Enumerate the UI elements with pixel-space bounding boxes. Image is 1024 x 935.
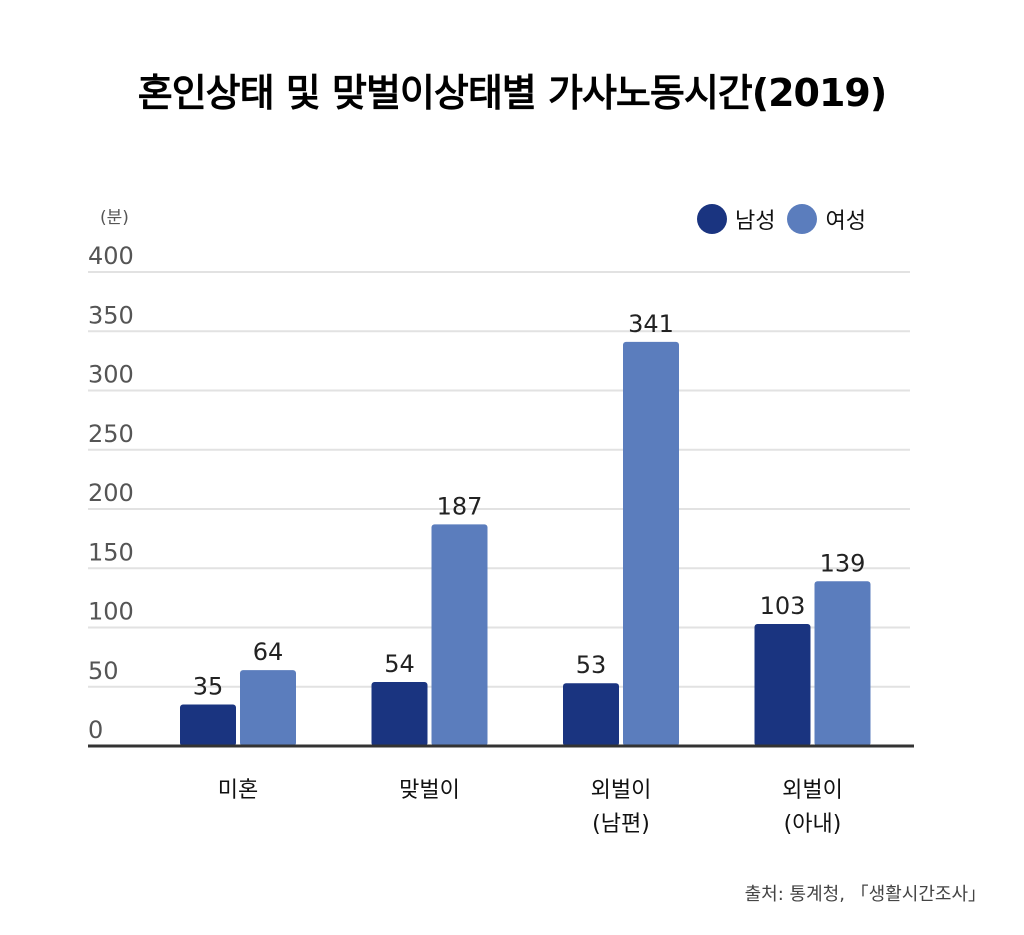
bar-male[interactable] xyxy=(563,683,619,746)
y-axis-unit-label: (분) xyxy=(100,208,129,228)
y-tick-label: 50 xyxy=(88,657,119,685)
legend-label-male: 남성 xyxy=(735,209,776,234)
value-label: 187 xyxy=(437,492,483,520)
y-tick-label: 300 xyxy=(88,361,134,389)
value-label: 64 xyxy=(253,638,284,666)
bar-male[interactable] xyxy=(754,623,811,746)
y-tick-label: 150 xyxy=(88,538,134,566)
category-label: 맞벌이 xyxy=(399,778,460,803)
y-tick-label: 100 xyxy=(88,598,134,626)
bar-female[interactable] xyxy=(623,341,679,746)
y-tick-label: 200 xyxy=(88,479,134,507)
legend-swatch-male xyxy=(697,204,727,234)
category-label: 외벌이 xyxy=(591,778,652,803)
bar-female[interactable] xyxy=(240,670,296,746)
y-axis-ticks: 0 50 100 150 200 250 300 350 400 xyxy=(88,242,134,744)
category-label: (남편) xyxy=(592,812,650,837)
value-label: 53 xyxy=(576,651,607,679)
value-label: 54 xyxy=(384,650,415,678)
legend-swatch-female xyxy=(787,204,818,234)
value-label: 35 xyxy=(193,673,224,701)
bars xyxy=(180,341,871,746)
bar-female[interactable] xyxy=(431,524,488,746)
category-label: 미혼 xyxy=(218,778,258,803)
legend: 남성 여성 xyxy=(697,203,878,235)
bar-male[interactable] xyxy=(371,682,428,746)
category-label: 외벌이 xyxy=(782,778,843,803)
y-tick-label: 250 xyxy=(88,420,134,448)
value-label: 341 xyxy=(628,310,674,338)
y-tick-label: 350 xyxy=(88,301,134,329)
bar-female[interactable] xyxy=(814,581,871,746)
category-label: (아내) xyxy=(784,812,842,837)
legend-item-female[interactable]: 여성 xyxy=(787,203,866,235)
legend-item-male[interactable]: 남성 xyxy=(697,203,775,235)
value-labels: 35 64 54 187 53 341 103 139 xyxy=(193,310,866,701)
category-labels: 미혼 맞벌이 외벌이 (남편) 외벌이 (아내) xyxy=(218,778,843,837)
bar-male[interactable] xyxy=(180,704,236,746)
source-note: 출처: 통계청, 「생활시간조사」 xyxy=(744,884,986,905)
y-tick-label: 400 xyxy=(88,242,134,270)
legend-label-female: 여성 xyxy=(825,209,866,234)
y-tick-label: 0 xyxy=(88,716,103,744)
value-label: 139 xyxy=(820,549,866,577)
chart-title: 혼인상태 및 맞벌이상태별 가사노동시간(2019) xyxy=(137,71,888,115)
value-label: 103 xyxy=(760,592,806,620)
